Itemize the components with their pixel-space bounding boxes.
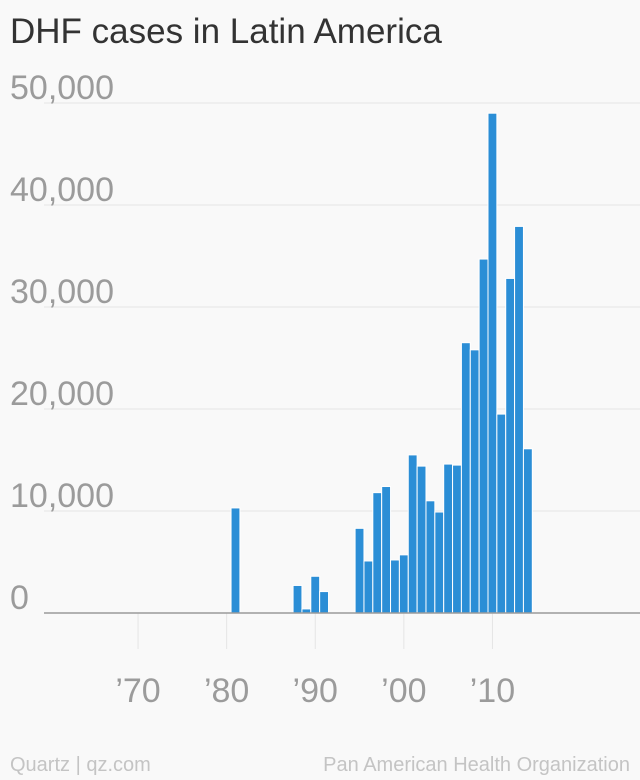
bar-1991	[319, 591, 330, 614]
bar-2009	[478, 258, 489, 614]
bar-2002	[416, 465, 427, 614]
bar-2001	[407, 454, 418, 614]
bar-1997	[372, 492, 383, 614]
bar-1998	[381, 486, 392, 614]
x-tick-lines	[137, 613, 493, 649]
x-tick-label: ’70	[115, 672, 160, 710]
bar-1995	[354, 527, 365, 614]
y-tick-labels: 0 10,000 20,000 30,000 40,000 50,000	[10, 69, 114, 617]
bar-1981	[230, 507, 241, 614]
bar-2012	[505, 277, 516, 614]
y-tick-label: 40,000	[10, 171, 114, 209]
x-tick-label: ’80	[204, 672, 249, 710]
bar-2003	[425, 500, 436, 614]
bar-2005	[443, 463, 454, 614]
x-tick-label: ’90	[293, 672, 338, 710]
x-tick-labels: ’70 ’80 ’90 ’00 ’10	[115, 672, 515, 710]
bar-2008	[469, 349, 480, 614]
footer-source-right: Pan American Health Organization	[323, 754, 630, 776]
footer-source-left: Quartz | qz.com	[10, 754, 151, 776]
y-tick-label: 10,000	[10, 477, 114, 515]
y-tick-label: 0	[10, 579, 29, 617]
y-tick-label: 30,000	[10, 273, 114, 311]
chart-title: DHF cases in Latin America	[10, 12, 442, 51]
bars	[230, 112, 533, 614]
bar-1988	[292, 584, 303, 614]
y-tick-label: 20,000	[10, 375, 114, 413]
bar-chart: 0 10,000 20,000 30,000 40,000 50,000 ’70 ’80 ’9…	[10, 69, 640, 710]
bar-2011	[496, 413, 507, 614]
bar-2010	[487, 112, 498, 614]
bar-2006	[452, 464, 462, 614]
bar-2004	[434, 511, 445, 614]
bar-1999	[390, 559, 400, 614]
y-tick-label: 50,000	[10, 69, 114, 107]
x-tick-label: ’10	[470, 672, 515, 710]
bar-1996	[363, 560, 374, 614]
bar-2014	[522, 448, 533, 614]
bar-1990	[310, 575, 321, 614]
x-tick-label: ’00	[381, 672, 426, 710]
gridlines	[44, 102, 640, 512]
bar-2007	[460, 342, 471, 614]
bar-2013	[514, 225, 524, 614]
bar-2000	[398, 554, 409, 614]
